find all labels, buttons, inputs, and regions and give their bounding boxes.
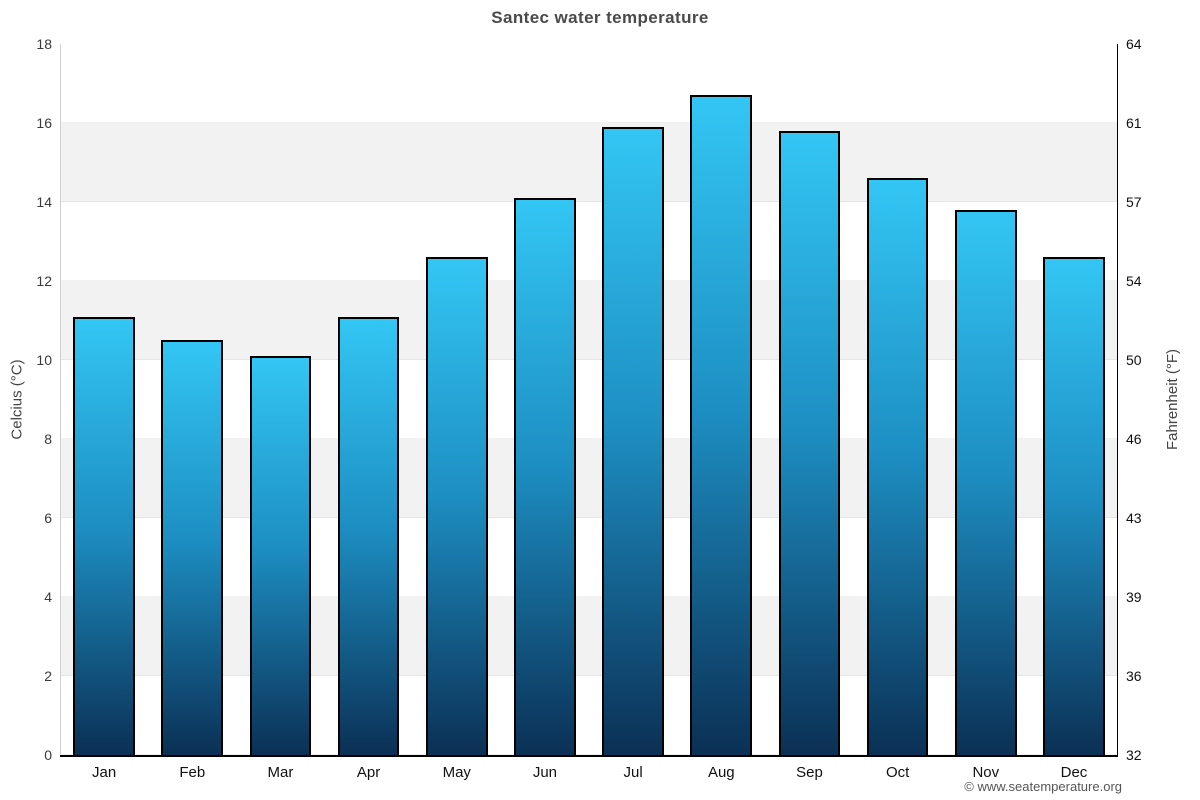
y-axis-ticks-celsius: 0 2 4 6 8 10 12 14 16 18 [0, 37, 52, 762]
bar-slot [501, 44, 589, 755]
bar-dec[interactable] [1043, 257, 1105, 755]
ytick-celsius: 10 [36, 351, 52, 368]
ytick-celsius: 14 [36, 193, 52, 210]
ytick-fahrenheit: 32 [1126, 747, 1142, 763]
copyright-credit: © www.seatemperature.org [964, 779, 1122, 794]
bar-slot [765, 44, 853, 755]
ytick-celsius: 16 [36, 114, 52, 131]
bar-jun[interactable] [514, 198, 576, 755]
xlabel-jul: Jul [623, 764, 643, 781]
xlabel-jun: Jun [532, 764, 558, 781]
ytick-fahrenheit: 39 [1126, 589, 1142, 605]
bar-sep[interactable] [778, 130, 841, 755]
bar-slot [413, 44, 501, 755]
ytick-celsius: 6 [44, 510, 52, 526]
ytick-celsius: 8 [44, 431, 52, 447]
chart-title: Santec water temperature [491, 8, 709, 27]
bar-slot [589, 44, 677, 755]
bar-nov[interactable] [954, 209, 1017, 755]
y-axis-title-celsius: Celcius (°C) [2, 44, 32, 755]
ytick-fahrenheit: 50 [1126, 351, 1142, 368]
bar-aug[interactable] [690, 95, 753, 755]
xlabel-feb: Feb [179, 764, 206, 781]
xlabel-jan: Jan [91, 764, 117, 781]
bar-slot [325, 44, 413, 755]
bar-apr[interactable] [337, 316, 400, 755]
xlabel-aug: Aug [707, 764, 735, 781]
y-axis-ticks-fahrenheit: 32 36 39 43 46 50 54 57 61 64 [1126, 37, 1172, 762]
bar-oct[interactable] [866, 178, 929, 755]
y-axis-line-left [60, 44, 61, 755]
ytick-fahrenheit: 64 [1126, 36, 1142, 52]
ytick-fahrenheit: 54 [1126, 273, 1142, 289]
y-axis-title-fahrenheit-text: Fahrenheit (°F) [1164, 348, 1182, 451]
xlabel-mar: Mar [267, 764, 294, 781]
bar-may[interactable] [425, 257, 488, 755]
y-axis-line-right [1117, 44, 1118, 755]
xlabel-oct: Oct [885, 764, 910, 781]
bar-slot [148, 44, 236, 755]
ytick-fahrenheit: 61 [1126, 114, 1142, 131]
ytick-fahrenheit: 43 [1126, 510, 1142, 526]
xlabel-apr: Apr [356, 764, 381, 781]
bar-slot [854, 44, 942, 755]
bar-slot [677, 44, 765, 755]
ytick-celsius: 2 [44, 667, 52, 684]
ytick-celsius: 12 [36, 273, 52, 289]
plot-area [60, 44, 1118, 757]
ytick-fahrenheit: 36 [1126, 667, 1142, 684]
xlabel-nov: Nov [972, 764, 1000, 781]
bar-mar[interactable] [249, 356, 312, 755]
ytick-fahrenheit: 57 [1126, 193, 1142, 210]
bar-slot [1030, 44, 1118, 755]
xlabel-may: May [442, 764, 471, 781]
bar-series [60, 44, 1118, 755]
xlabel-sep: Sep [796, 764, 823, 781]
bar-jan[interactable] [73, 316, 135, 755]
bar-slot [60, 44, 148, 755]
bar-slot [236, 44, 324, 755]
bar-feb[interactable] [161, 340, 224, 755]
bar-slot [942, 44, 1030, 755]
ytick-celsius: 4 [44, 589, 52, 605]
ytick-celsius: 18 [36, 36, 52, 52]
bar-jul[interactable] [602, 126, 664, 755]
ytick-celsius: 0 [44, 747, 52, 763]
y-axis-title-celsius-text: Celcius (°C) [8, 359, 26, 440]
x-axis-labels: Jan Feb Mar Apr May Jun Jul Aug Sep Oct Nov Dec [60, 759, 1118, 781]
xlabel-dec: Dec [1060, 764, 1088, 781]
y-axis-title-fahrenheit: Fahrenheit (°F) [1158, 44, 1188, 755]
ytick-fahrenheit: 46 [1126, 431, 1142, 447]
